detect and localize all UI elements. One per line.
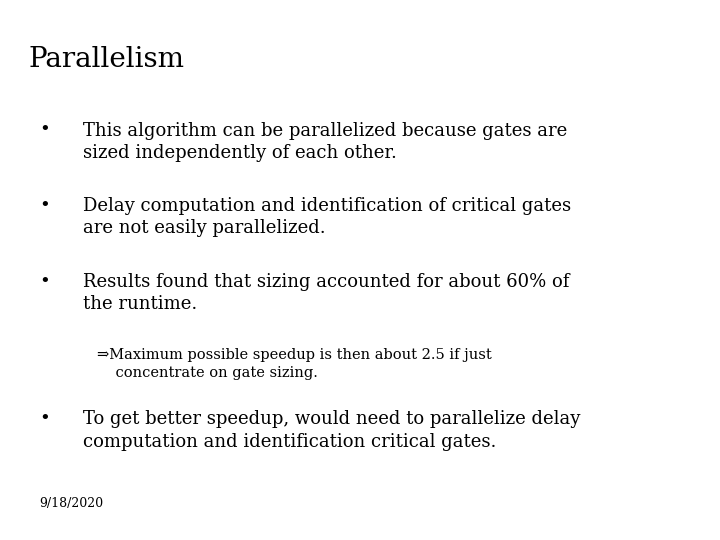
Text: ⇒Maximum possible speedup is then about 2.5 if just
    concentrate on gate sizi: ⇒Maximum possible speedup is then about …	[97, 348, 492, 380]
Text: This algorithm can be parallelized because gates are
sized independently of each: This algorithm can be parallelized becau…	[83, 122, 567, 161]
Text: •: •	[40, 197, 50, 215]
Text: Results found that sizing accounted for about 60% of
the runtime.: Results found that sizing accounted for …	[83, 273, 570, 313]
Text: Delay computation and identification of critical gates
are not easily paralleliz: Delay computation and identification of …	[83, 197, 571, 237]
Text: To get better speedup, would need to parallelize delay
computation and identific: To get better speedup, would need to par…	[83, 410, 580, 450]
Text: 9/18/2020: 9/18/2020	[40, 497, 104, 510]
Text: Parallelism: Parallelism	[29, 46, 185, 73]
Text: •: •	[40, 410, 50, 428]
Text: •: •	[40, 122, 50, 139]
Text: •: •	[40, 273, 50, 291]
